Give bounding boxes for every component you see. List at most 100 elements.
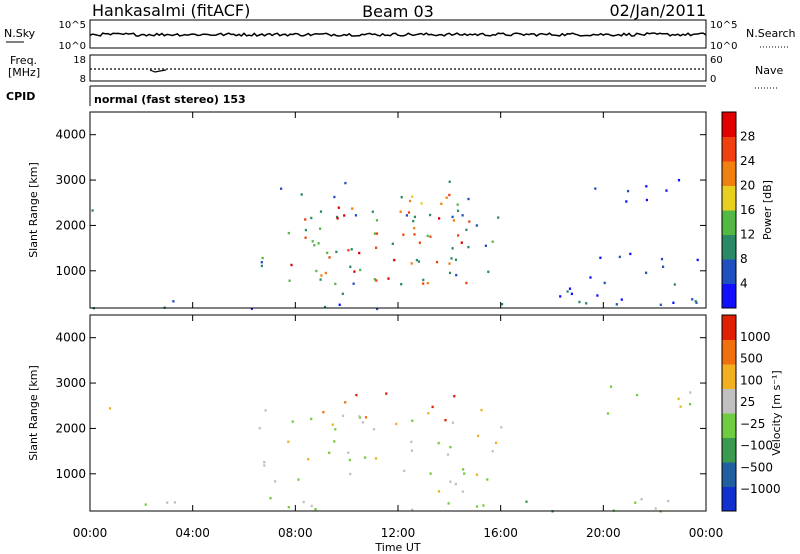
power-cell xyxy=(455,273,458,277)
velocity-cell xyxy=(437,490,441,493)
velocity-cell xyxy=(310,504,313,508)
power-cell xyxy=(91,209,94,212)
velocity-cell xyxy=(264,409,267,412)
power-cell xyxy=(324,305,327,309)
power-cell xyxy=(338,303,341,306)
power-cell xyxy=(467,197,470,201)
cpid-label: CPID xyxy=(6,90,35,103)
nsky-tick-bottom: 10^0 xyxy=(59,41,86,52)
velocity-ytick-label: 1000 xyxy=(55,467,86,481)
power-cell xyxy=(585,302,588,305)
power-cell xyxy=(568,287,572,290)
power-cell xyxy=(359,268,362,272)
power-cell xyxy=(375,279,378,282)
velocity-cell xyxy=(287,440,290,443)
power-cell xyxy=(468,220,471,223)
velocity-colorbar-swatch xyxy=(722,315,736,340)
velocity-cell xyxy=(427,412,430,415)
power-cell xyxy=(417,260,420,263)
velocity-cell xyxy=(679,405,682,408)
power-cell xyxy=(429,213,432,217)
velocity-cell xyxy=(444,419,447,422)
power-cell xyxy=(400,196,403,199)
velocity-cell xyxy=(395,422,398,426)
velocity-colorbar-tick: −500 xyxy=(740,460,773,474)
velocity-cell xyxy=(480,408,483,412)
velocity-cell xyxy=(269,497,272,500)
velocity-cell xyxy=(331,423,334,426)
velocity-cell xyxy=(361,421,364,424)
power-cell xyxy=(448,193,451,197)
velocity-cell xyxy=(654,507,657,510)
time-tick-label: 04:00 xyxy=(175,526,210,540)
power-cell xyxy=(310,216,313,220)
power-cell xyxy=(448,180,451,183)
velocity-cell xyxy=(525,500,528,503)
velocity-colorbar-swatch xyxy=(722,413,736,438)
velocity-cell xyxy=(449,445,452,449)
velocity-colorbar-swatch xyxy=(722,462,736,487)
power-cell xyxy=(290,263,293,267)
power-ytick-label: 1000 xyxy=(55,264,86,278)
velocity-cell xyxy=(461,490,464,493)
power-cell xyxy=(451,247,454,250)
power-cell xyxy=(413,215,416,219)
power-cell xyxy=(415,258,418,262)
power-cell xyxy=(460,241,463,244)
velocity-colorbar-label: Velocity [m s⁻¹] xyxy=(770,370,783,455)
velocity-cell xyxy=(462,468,465,471)
power-cell xyxy=(578,300,581,304)
power-cell xyxy=(375,246,378,249)
velocity-cell xyxy=(364,456,367,459)
power-cell xyxy=(304,218,307,221)
time-axis: 00:00 04:00 08:00 12:00 16:00 20:00 00:00 xyxy=(73,112,723,540)
power-cell xyxy=(413,227,416,230)
velocity-cell xyxy=(291,420,294,423)
power-cell xyxy=(336,215,339,219)
freq-tick-top: 18 xyxy=(73,55,86,66)
power-cell xyxy=(660,257,664,261)
power-cell xyxy=(452,219,455,222)
power-colorbar-swatch xyxy=(722,185,736,211)
power-cell xyxy=(313,244,316,247)
nsky-tick-top: 10^5 xyxy=(59,20,86,31)
velocity-cell xyxy=(355,393,358,397)
velocity-cell xyxy=(328,451,331,454)
power-ytick-label: 2000 xyxy=(55,218,86,232)
power-cell xyxy=(287,231,290,235)
power-cell xyxy=(491,240,494,243)
velocity-cell xyxy=(411,508,414,511)
velocity-cell xyxy=(454,482,457,486)
power-cell xyxy=(319,210,323,213)
velocity-cell xyxy=(636,393,639,397)
velocity-colorbar-swatch xyxy=(722,339,736,365)
velocity-cell xyxy=(108,407,112,410)
power-cell xyxy=(475,224,478,227)
freq-tick-bottom: 8 xyxy=(80,74,86,85)
velocity-colorbar-swatch xyxy=(722,437,736,463)
power-cell xyxy=(341,292,344,295)
velocity-colorbar-tick: 100 xyxy=(740,373,763,387)
power-colorbar-tick: 24 xyxy=(740,154,755,168)
power-cell xyxy=(337,206,340,209)
power-cell xyxy=(426,234,429,238)
power-cell xyxy=(570,292,573,296)
power-cell xyxy=(405,214,408,217)
power-colorbar: 4 8 12 16 20 24 28 xyxy=(721,111,755,309)
velocity-colorbar-tick: 500 xyxy=(740,352,763,366)
velocity-cell xyxy=(437,441,440,445)
velocity-cell xyxy=(482,504,485,507)
velocity-cell xyxy=(274,480,277,483)
velocity-cell xyxy=(322,411,325,414)
power-cell xyxy=(665,189,668,192)
velocity-cell xyxy=(297,478,300,481)
power-cell xyxy=(465,228,468,231)
power-cell xyxy=(304,236,307,239)
power-cell xyxy=(412,219,415,223)
power-colorbar-tick: 20 xyxy=(740,179,755,193)
power-cell xyxy=(625,200,628,203)
date-title: 02/Jan/2011 xyxy=(609,1,706,20)
power-cell xyxy=(440,202,443,205)
power-cell xyxy=(566,290,569,293)
